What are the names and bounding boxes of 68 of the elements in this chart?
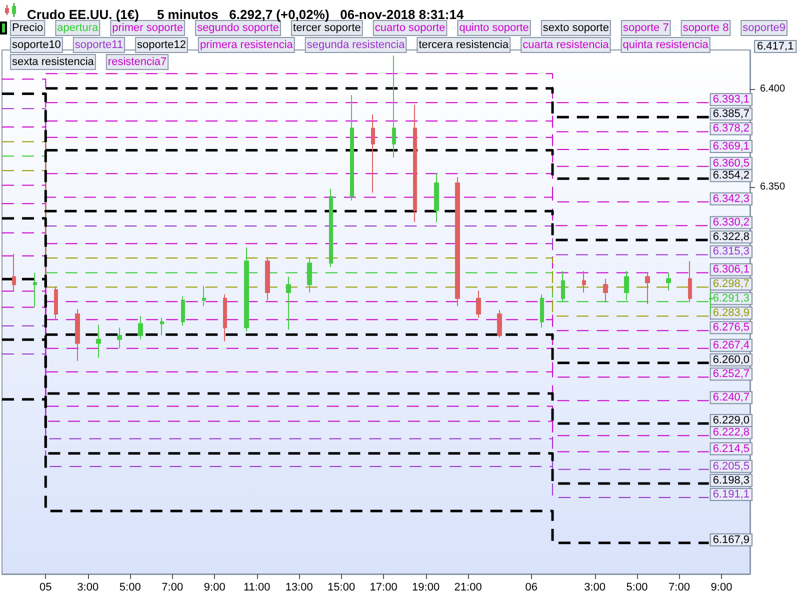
text: primera resistencia xyxy=(200,39,294,51)
data-label: 6.378,2 xyxy=(712,122,750,135)
text: soporte 7 xyxy=(622,22,669,34)
data-label: 6.369,1 xyxy=(712,140,750,153)
text: cuarta resistencia xyxy=(522,39,610,51)
x-tick-label: 05 xyxy=(40,582,52,594)
data-label: 6.191,1 xyxy=(712,488,750,501)
data-label: 6.260,0 xyxy=(712,354,750,366)
data-label: 6.283,9 xyxy=(712,307,750,320)
text: segundo soporte xyxy=(197,22,280,34)
data-label: 6.240,7 xyxy=(712,392,750,404)
x-tick-label: 19:00 xyxy=(412,582,440,594)
data-label: 6.342,3 xyxy=(712,192,750,205)
data-label: 6.222,8 xyxy=(712,426,750,439)
text: 6.417,1 xyxy=(757,40,794,52)
data-label: 6.393,1 xyxy=(712,94,750,106)
text: sexta resistencia xyxy=(12,56,95,68)
x-tick-label: 21:00 xyxy=(454,582,482,594)
text: quinto soporte xyxy=(459,22,529,34)
x-tick-label: 06 xyxy=(525,582,538,594)
x-tick-label: 11:00 xyxy=(243,582,270,594)
data-label: 6.306,1 xyxy=(712,264,750,276)
data-label: 6.205,5 xyxy=(712,460,750,472)
legend-label: Precio xyxy=(12,22,44,34)
data-label: 6.360,5 xyxy=(712,157,750,170)
text: tercera resistencia xyxy=(418,39,510,51)
x-tick-label: 5:00 xyxy=(119,582,141,594)
x-tick-label: 13:00 xyxy=(285,582,313,594)
x-tick-label: 9:00 xyxy=(204,582,226,594)
x-tick-label: 7:00 xyxy=(668,582,690,594)
data-label: 6.298,7 xyxy=(712,278,750,290)
text: cuarto soporte xyxy=(374,22,446,34)
x-tick-label: 9:00 xyxy=(710,582,732,594)
data-label: 6.354,2 xyxy=(712,170,750,182)
data-label: 6.315,3 xyxy=(712,246,750,258)
x-tick-label: 3:00 xyxy=(584,582,606,594)
text: soporte10 xyxy=(12,39,61,51)
x-tick-label: 15:00 xyxy=(328,582,356,594)
text: primer soporte xyxy=(112,22,184,34)
data-label: 6.385,7 xyxy=(712,108,750,120)
data-label: 6.214,5 xyxy=(712,442,750,455)
chart-subtitle: 5 minutos 6.292,7 (+0,02%) 06-nov-2018 8:31:14 xyxy=(156,7,464,22)
text: sexto soporte xyxy=(542,22,609,34)
text: soporte9 xyxy=(742,22,786,34)
data-label: 6.291,3 xyxy=(712,292,750,305)
text: resistencia7 xyxy=(108,56,167,68)
text: soporte12 xyxy=(137,39,186,51)
x-tick-label: 17:00 xyxy=(370,582,398,594)
text: apertura xyxy=(57,22,100,34)
data-label: 6.198,3 xyxy=(712,474,750,486)
x-tick-label: 3:00 xyxy=(77,582,99,594)
data-label: 6.267,4 xyxy=(712,339,750,352)
x-tick-label: 5:00 xyxy=(626,582,648,594)
data-label: 6.276,5 xyxy=(712,322,750,334)
y-tick-label: 6.400 xyxy=(760,84,786,95)
text: segunda resistencia xyxy=(306,39,406,51)
data-label: 6.322,8 xyxy=(712,231,750,244)
x-tick-label: 7:00 xyxy=(162,582,184,594)
text: quinta resistencia xyxy=(622,39,710,51)
data-label: 6.252,7 xyxy=(712,368,750,380)
text: soporte11 xyxy=(74,39,124,51)
data-label: 6.229,0 xyxy=(712,414,750,426)
data-label: 6.330,2 xyxy=(712,216,750,229)
data-label: 6.167,9 xyxy=(712,534,750,546)
text: soporte 8 xyxy=(682,22,729,34)
chart-title: Crudo EE.UU. (1€) xyxy=(27,7,139,22)
text: tercer soporte xyxy=(293,22,361,34)
y-tick-label: 6.350 xyxy=(760,181,786,192)
